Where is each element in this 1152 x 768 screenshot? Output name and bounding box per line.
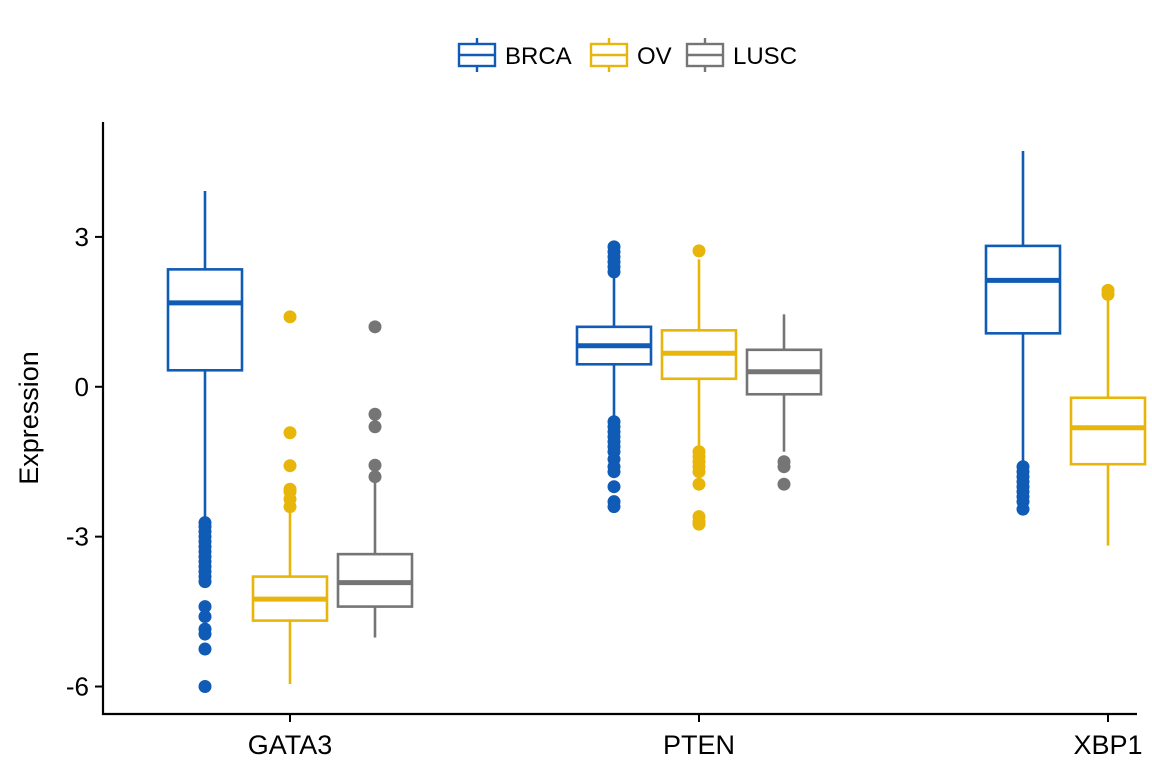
outlier-point: [368, 320, 382, 334]
iqr-box: [166, 268, 244, 372]
y-tick-label: -6: [66, 672, 89, 702]
box-ov-xbp1: [1069, 283, 1147, 546]
outlier-point: [692, 477, 706, 491]
y-axis-title: Expression: [14, 351, 44, 485]
outlier-point: [198, 680, 212, 694]
outlier-point: [198, 610, 212, 624]
outlier-point: [368, 470, 382, 484]
outlier-point: [1016, 502, 1030, 516]
outlier-point: [368, 407, 382, 421]
y-tick-label: 0: [75, 372, 89, 402]
legend-label-brca: BRCA: [505, 43, 572, 70]
outlier-point: [777, 460, 791, 474]
outlier-point: [283, 459, 297, 473]
outlier-point: [283, 500, 297, 514]
legend-item-lusc: LUSC: [685, 38, 797, 72]
box-brca-xbp1: [984, 150, 1062, 516]
x-ticks: GATA3 PTEN XBP1: [248, 714, 1143, 760]
legend-item-brca: BRCA: [457, 38, 572, 72]
iqr-box: [984, 244, 1062, 335]
box-lusc-gata3: [336, 320, 414, 638]
box-ov-gata3: [251, 310, 329, 685]
y-ticks: -6 -3 0 3: [66, 222, 103, 702]
iqr-box: [1069, 396, 1147, 466]
outlier-point: [607, 480, 621, 494]
y-tick-label: -3: [66, 522, 89, 552]
outlier-point: [198, 600, 212, 614]
outlier-point: [692, 244, 706, 258]
outlier-point: [692, 517, 706, 531]
legend-label-lusc: LUSC: [733, 43, 797, 70]
outlier-point: [198, 575, 212, 589]
outlier-point: [777, 477, 791, 491]
x-tick-label-xbp1: XBP1: [1073, 730, 1142, 760]
y-tick-label: 3: [75, 222, 89, 252]
plot-marks: [166, 150, 1147, 694]
outlier-point: [607, 465, 621, 479]
box-ov-pten: [660, 244, 738, 531]
outlier-point: [692, 465, 706, 479]
x-tick-label-pten: PTEN: [663, 730, 735, 760]
series-ov: [251, 244, 1147, 685]
x-tick-label-gata3: GATA3: [248, 730, 333, 760]
series-brca: [166, 150, 1062, 694]
outlier-point: [198, 642, 212, 656]
box-brca-gata3: [166, 190, 244, 694]
legend-item-ov: OV: [589, 38, 672, 72]
outlier-point: [607, 265, 621, 279]
outlier-point: [368, 420, 382, 434]
box-brca-pten: [575, 240, 653, 514]
outlier-point: [198, 627, 212, 641]
axes: -6 -3 0 3 GATA3 PTEN XBP1 Expression: [14, 122, 1143, 760]
series-lusc: [336, 314, 823, 638]
outlier-point: [1101, 287, 1115, 301]
outlier-point: [283, 426, 297, 440]
outlier-point: [368, 458, 382, 472]
outlier-point: [607, 500, 621, 514]
legend: BRCA OV LUSC: [457, 38, 797, 72]
box-lusc-pten: [745, 314, 823, 491]
legend-label-ov: OV: [637, 43, 672, 70]
outlier-point: [283, 310, 297, 324]
